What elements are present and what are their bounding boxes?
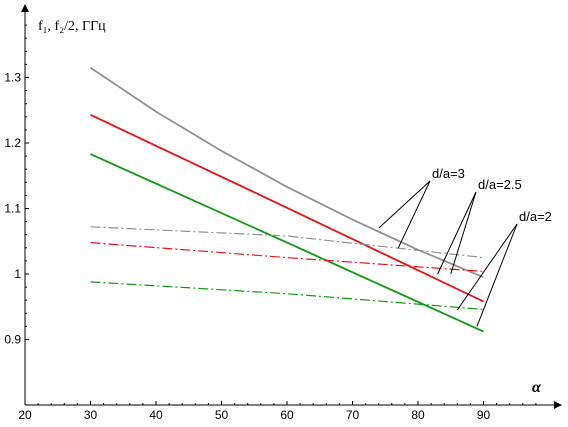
annotation-label: d/a=3	[432, 166, 465, 181]
series-layer	[89, 66, 484, 333]
axes: 20 30 40 50 60 70 80 90 0.9 1 1.1 1.2 1.3	[4, 4, 562, 422]
annotation-leader	[450, 191, 477, 275]
y-tick-label: 1	[14, 267, 21, 281]
series-line-1	[89, 66, 484, 279]
x-tick-label: 40	[149, 408, 163, 422]
y-tick-label: 1.2	[4, 136, 21, 150]
series-line-4	[90, 226, 484, 259]
annotation-layer: d/a=3 d/a=2.5 d/a=2	[378, 166, 552, 327]
series-line-6	[90, 281, 484, 310]
x-tick-label: 50	[215, 408, 229, 422]
annotation-leader	[437, 191, 477, 275]
x-tick-label: 60	[280, 408, 294, 422]
y-tick-label: 0.9	[4, 333, 21, 347]
x-tick-label: 20	[18, 408, 32, 422]
y-tick-label: 1.3	[4, 71, 21, 85]
annotation-leader	[378, 180, 431, 229]
annotation-leader	[397, 180, 431, 249]
annotation-leader	[456, 223, 518, 311]
y-tick-label: 1.1	[4, 202, 21, 216]
annotation-label: d/a=2	[519, 209, 552, 224]
annotation-leader	[476, 223, 518, 327]
x-tick-label: 30	[84, 408, 98, 422]
annotation-label: d/a=2.5	[478, 177, 522, 192]
x-tick-label: 70	[346, 408, 360, 422]
x-axis-title: α	[532, 379, 542, 396]
series-line-2	[90, 113, 484, 303]
x-tick-label: 90	[477, 408, 491, 422]
series-line-3	[90, 153, 484, 333]
x-tick-label: 80	[411, 408, 425, 422]
y-axis-title: f₁, f₂/2, ГГц	[38, 19, 106, 34]
series-line-5	[90, 242, 484, 272]
